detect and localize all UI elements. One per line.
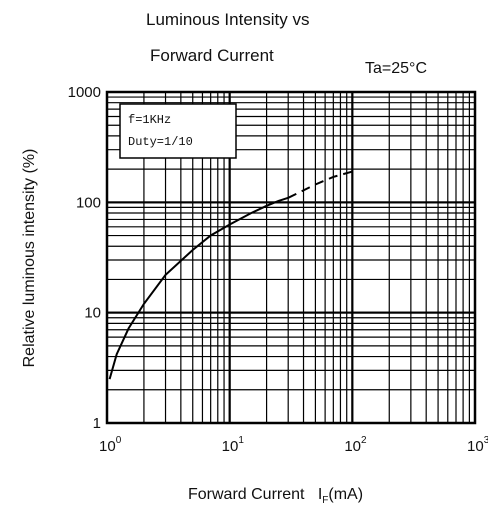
x-tick-label: 103: [467, 435, 488, 455]
annotation-line: Duty=1/10: [128, 135, 193, 149]
curve-solid: [108, 196, 289, 380]
curve-dashed: [287, 170, 353, 199]
x-axis-label: Forward Current IF(mA): [188, 486, 363, 506]
x-tick-label-exponent: 2: [361, 435, 367, 446]
y-tick-label: 1: [93, 415, 101, 432]
annotation-frame: [119, 103, 237, 159]
x-tick-label: 101: [222, 435, 245, 455]
x-tick-label-exponent: 0: [116, 435, 122, 446]
annotation-box: f=1KHz Duty=1/10: [119, 103, 237, 159]
x-tick-label: 100: [99, 435, 122, 455]
chart-title-line-1: Luminous Intensity vs: [146, 10, 310, 29]
temperature-condition: Ta=25°C: [365, 60, 427, 77]
plot-frame: [105, 90, 477, 425]
x-axis-label-text: Forward Current: [188, 486, 305, 503]
x-axis-label-unit: (mA): [328, 486, 364, 503]
y-tick-label: 10: [84, 305, 101, 322]
curves: [108, 170, 353, 380]
x-axis-label-symbol: I: [317, 486, 323, 503]
x-axis-label-subscript: F: [322, 495, 329, 507]
chart-title-line-2: Forward Current: [150, 46, 274, 65]
x-tick-label-exponent: 1: [238, 435, 244, 446]
y-tick-label: 1000: [68, 84, 101, 101]
y-tick-label: 100: [76, 194, 101, 211]
x-tick-label-exponent: 3: [484, 435, 488, 446]
x-tick-label: 102: [344, 435, 367, 455]
annotation-line: f=1KHz: [128, 113, 171, 127]
